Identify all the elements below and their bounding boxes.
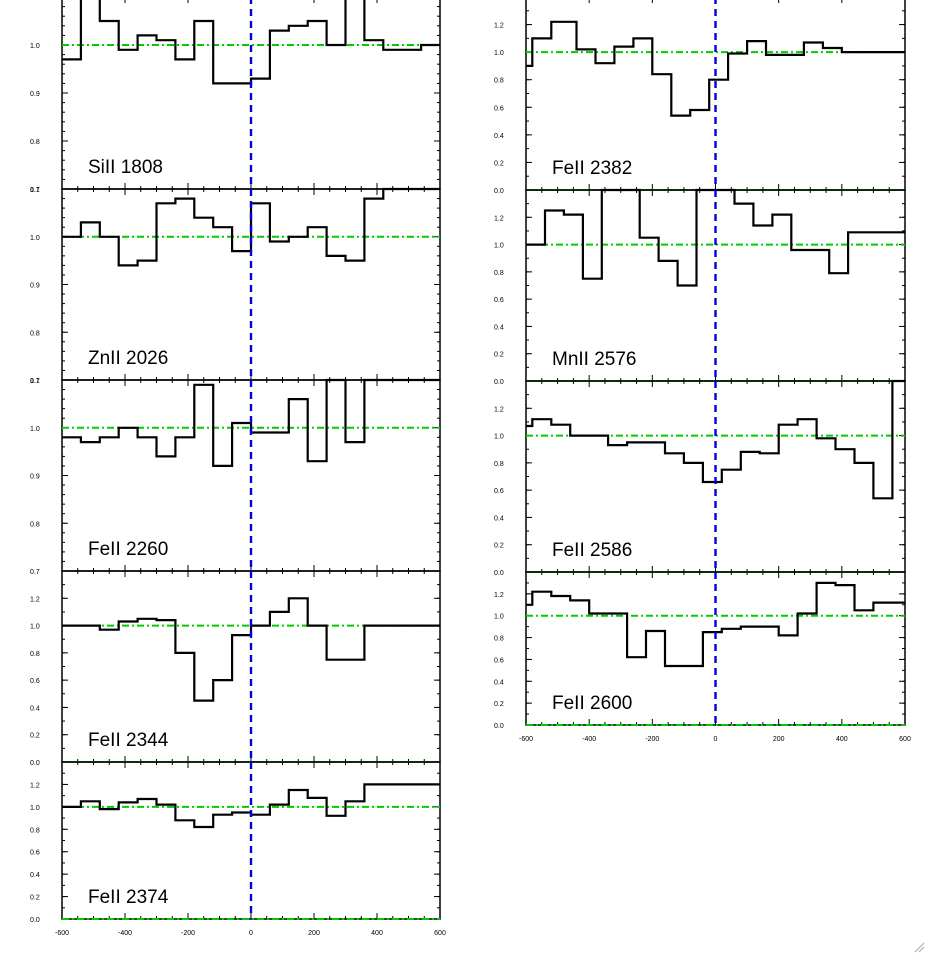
spectrum-line <box>62 187 440 267</box>
panel-6: 0.0 0.2 0.4 0.6 0.8 1.0 1.2 FeII 2382 <box>494 0 906 195</box>
y-tick-label: 0.6 <box>494 297 504 304</box>
panel-3: 0.7 0.8 0.9 1.0 1.1 FeII 2260 <box>30 378 441 576</box>
panel-label: FeII 2382 <box>552 158 632 179</box>
y-tick-label: 0.8 <box>30 330 40 337</box>
panel-1: 0.7 0.8 0.9 1.0 1.1 SiII 1808 <box>30 0 441 194</box>
y-tick-label: 0.8 <box>494 270 504 277</box>
y-tick-label: 0.8 <box>30 139 40 146</box>
y-tick-label: 0.4 <box>494 515 504 522</box>
y-tick-label: 0.6 <box>30 678 40 685</box>
panel-label: FeII 2260 <box>88 539 168 560</box>
panel-7: 0.0 0.2 0.4 0.6 0.8 1.0 1.2 MnII 2576 <box>494 188 906 386</box>
x-tick-label: -400 <box>582 736 596 743</box>
y-tick-label: 0.9 <box>30 283 40 290</box>
y-tick-label: 0.0 <box>494 188 504 195</box>
y-tick-label: 0.8 <box>30 521 40 528</box>
y-tick-label: 0.8 <box>494 461 504 468</box>
y-tick-label: 0.2 <box>30 895 40 902</box>
spectrum-line <box>62 597 440 702</box>
y-tick-label: 0.2 <box>494 352 504 359</box>
panel-label: MnII 2576 <box>552 349 637 370</box>
y-tick-label: 0.7 <box>30 569 40 576</box>
x-tick-label: 0 <box>714 736 718 743</box>
spectrum-line <box>62 378 440 467</box>
panel-9: 0.0 0.2 0.4 0.6 0.8 1.0 1.2 -600 -400 -200 0 200 400… <box>494 571 911 743</box>
spectrum-line <box>526 188 905 287</box>
y-tick-label: 0.9 <box>30 91 40 98</box>
y-tick-label: 1.0 <box>30 805 40 812</box>
spectrum-line <box>526 581 905 668</box>
y-tick-label: 0.0 <box>494 723 504 730</box>
y-tick-label: 0.7 <box>30 378 40 385</box>
panel-label: SiII 1808 <box>88 157 163 178</box>
y-tick-label: 1.0 <box>30 426 40 433</box>
y-tick-label: 1.1 <box>30 378 40 385</box>
y-tick-label: 0.6 <box>30 850 40 857</box>
y-tick-label: 0.6 <box>494 488 504 495</box>
y-tick-label: 1.0 <box>494 243 504 250</box>
panel-label: FeII 2344 <box>88 730 169 751</box>
y-tick-label: 0.7 <box>30 187 40 194</box>
x-tick-label: 400 <box>371 930 383 937</box>
x-tick-label: 200 <box>308 930 320 937</box>
y-tick-label: 0.0 <box>494 379 504 386</box>
panel-8: 0.0 0.2 0.4 0.6 0.8 1.0 1.2 FeII 2586 <box>494 379 906 577</box>
panel-label: FeII 2586 <box>552 540 632 561</box>
y-tick-label: 0.8 <box>494 78 504 85</box>
spectrum-line <box>526 20 905 117</box>
x-tick-label: 400 <box>836 736 848 743</box>
y-tick-label: 1.2 <box>30 782 40 789</box>
y-tick-label: 0.6 <box>494 105 504 112</box>
y-tick-label: 0.0 <box>494 570 504 577</box>
y-tick-label: 0.4 <box>494 679 504 686</box>
y-tick-label: 0.2 <box>494 543 504 550</box>
y-tick-label: 0.2 <box>30 733 40 740</box>
x-tick-label: -200 <box>181 930 195 937</box>
y-tick-label: 0.6 <box>494 657 504 664</box>
y-tick-label: 0.4 <box>30 872 40 879</box>
y-tick-label: 0.2 <box>494 160 504 167</box>
y-tick-label: 1.1 <box>30 187 40 194</box>
panel-4: 0.0 0.2 0.4 0.6 0.8 1.0 1.2 FeII 2344 <box>30 570 441 767</box>
y-tick-label: 1.0 <box>30 43 40 50</box>
spectrum-line <box>62 783 440 829</box>
y-tick-label: 0.8 <box>30 651 40 658</box>
resize-grip-icon[interactable] <box>913 941 925 953</box>
y-tick-label: 0.8 <box>494 636 504 643</box>
panel-2: 0.7 0.8 0.9 1.0 1.1 ZnII 2026 <box>30 187 441 385</box>
y-tick-label: 1.0 <box>30 624 40 631</box>
y-tick-label: 0.0 <box>30 760 40 767</box>
y-tick-label: 0.8 <box>30 827 40 834</box>
x-tick-label: -600 <box>55 930 69 937</box>
panel-label: FeII 2600 <box>552 693 632 714</box>
y-tick-label: 1.0 <box>30 235 40 242</box>
y-tick-label: 1.0 <box>494 434 504 441</box>
x-tick-label: -200 <box>645 736 659 743</box>
y-tick-label: 1.2 <box>494 23 504 30</box>
y-tick-label: 0.2 <box>494 701 504 708</box>
y-tick-label: 1.0 <box>494 50 504 57</box>
x-tick-label: 600 <box>899 736 911 743</box>
y-tick-label: 0.0 <box>30 917 40 924</box>
y-tick-label: 0.4 <box>494 133 504 140</box>
y-tick-label: 1.0 <box>494 614 504 621</box>
y-tick-label: 1.2 <box>494 592 504 599</box>
panel-5: 0.0 0.2 0.4 0.6 0.8 1.0 1.2 -600 -400 -200 0 200 400… <box>30 761 446 937</box>
x-tick-label: 600 <box>434 930 446 937</box>
y-tick-label: 1.2 <box>30 596 40 603</box>
x-tick-label: 200 <box>773 736 785 743</box>
y-tick-label: 1.2 <box>494 406 504 413</box>
y-tick-label: 0.4 <box>30 705 40 712</box>
spectrum-line <box>526 379 905 500</box>
panel-label: ZnII 2026 <box>88 348 168 369</box>
y-tick-label: 0.9 <box>30 474 40 481</box>
x-tick-label: -400 <box>118 930 132 937</box>
y-tick-label: 0.4 <box>494 324 504 331</box>
panel-label: FeII 2374 <box>88 887 169 908</box>
x-tick-label: 0 <box>249 930 253 937</box>
y-tick-label: 1.1 <box>30 0 40 2</box>
y-tick-label: 1.2 <box>494 215 504 222</box>
x-tick-label: -600 <box>519 736 533 743</box>
